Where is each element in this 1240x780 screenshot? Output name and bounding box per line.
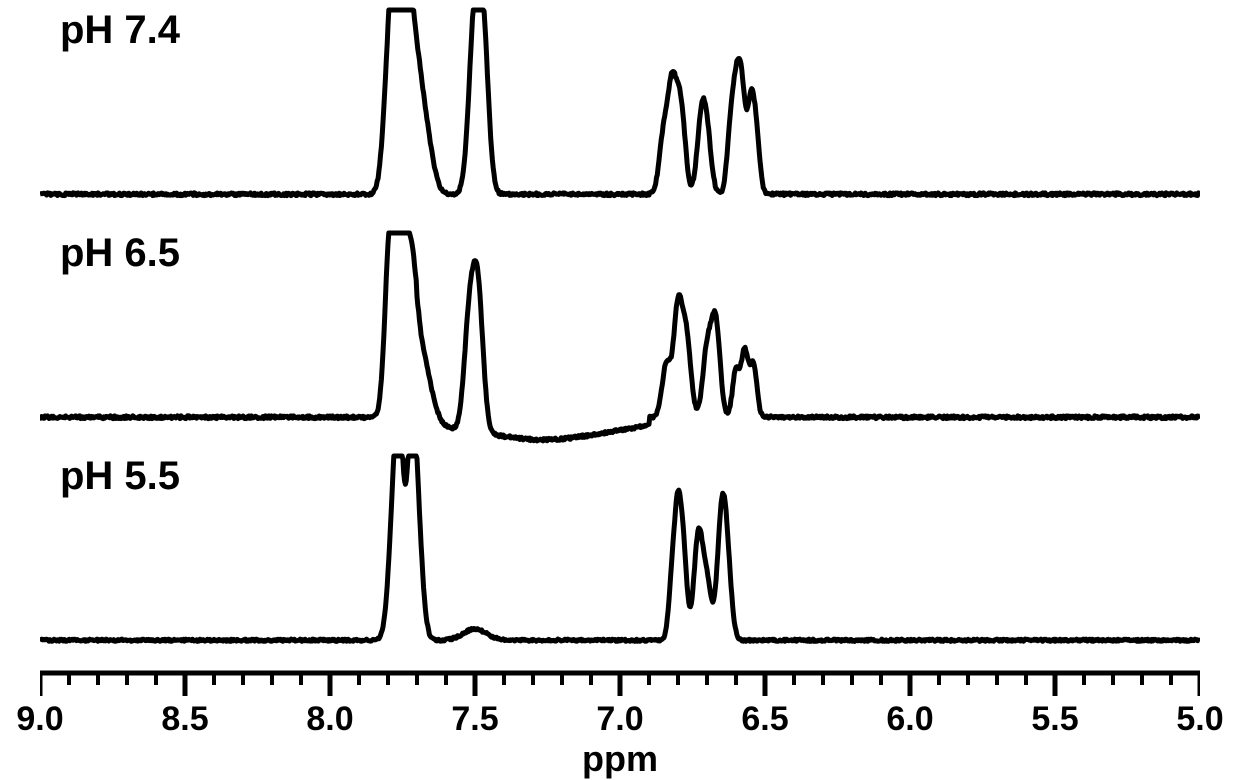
spectrum-row: pH 7.4	[40, 0, 1200, 223]
axis-title: ppm	[40, 738, 1200, 780]
spectrum-row: pH 6.5	[40, 223, 1200, 446]
tick-label: 7.5	[451, 700, 498, 739]
spectrum-trace	[40, 0, 1200, 223]
tick-label: 9.0	[16, 700, 63, 739]
axis-ruler	[40, 670, 1200, 700]
spectrum-trace	[40, 446, 1200, 669]
x-axis: ppm 9.08.58.07.57.06.56.05.55.0	[40, 670, 1200, 770]
tick-label: 5.5	[1031, 700, 1078, 739]
nmr-figure: pH 7.4pH 6.5pH 5.5 ppm 9.0 8.5 8.0 7.5 7.0 6.…	[0, 0, 1240, 779]
tick-label: 8.0	[306, 700, 353, 739]
tick-label: 5.0	[1176, 700, 1223, 739]
spectrum-trace	[40, 223, 1200, 446]
plot-area: pH 7.4pH 6.5pH 5.5	[40, 0, 1200, 670]
tick-label: 8.5	[161, 700, 208, 739]
tick-label: 6.0	[886, 700, 933, 739]
tick-label: 6.5	[741, 700, 788, 739]
spectrum-row: pH 5.5	[40, 446, 1200, 669]
tick-label: 7.0	[596, 700, 643, 739]
